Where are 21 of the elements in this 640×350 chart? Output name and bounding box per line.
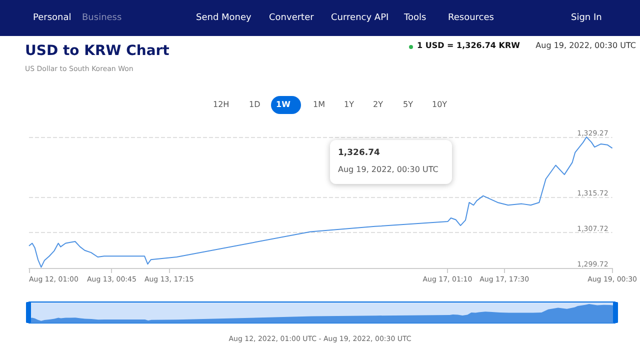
text: Send Money bbox=[196, 13, 252, 23]
text: 5Y bbox=[403, 100, 413, 109]
text: 1 USD = 1,326.74 KRW bbox=[417, 41, 520, 50]
text: Personal bbox=[33, 13, 72, 23]
text: Sign In bbox=[571, 13, 602, 23]
text: Converter bbox=[269, 13, 314, 23]
text: 10Y bbox=[432, 100, 448, 109]
text: Resources bbox=[448, 13, 494, 23]
text: 1W bbox=[276, 100, 290, 109]
text: Currency API bbox=[331, 13, 389, 23]
text: 2Y bbox=[373, 100, 383, 109]
text: 1Y bbox=[344, 100, 354, 109]
annotation: 1,326.74 bbox=[338, 148, 380, 158]
chart-title: USD to KRW Chart bbox=[25, 43, 170, 59]
text: Aug 19, 2022, 00:30 UTC bbox=[536, 41, 636, 50]
annotation: Aug 19, 2022, 00:30 UTC bbox=[338, 165, 438, 174]
text: Tools bbox=[404, 13, 426, 23]
text: 12H bbox=[213, 100, 230, 109]
text: 1M bbox=[313, 100, 325, 109]
text: Business bbox=[82, 13, 122, 23]
text: 1D bbox=[249, 100, 260, 109]
